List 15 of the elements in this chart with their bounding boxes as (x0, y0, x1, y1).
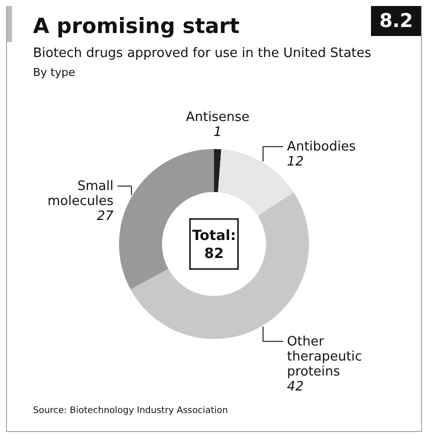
data-label: 1 (214, 125, 222, 140)
slice-label: Antibodies (287, 140, 356, 155)
text: By type (33, 66, 76, 79)
text: 8.2 (371, 6, 421, 36)
data-label: 42 (287, 379, 304, 394)
chart-subtitle: Biotech drugs approved for use in the United States (33, 46, 372, 61)
slice-label: Antisense (186, 110, 250, 126)
slice-label: Other therapeutic proteins (287, 334, 362, 380)
chart-title: A promising start (33, 14, 240, 38)
data-label: 27 (96, 209, 114, 224)
text: Total: 82 (192, 228, 236, 262)
donut-slice (214, 149, 222, 192)
slice-label: Small molecules (47, 179, 114, 210)
data-label: 12 (287, 154, 304, 170)
source-note: Source: Biotechnology Industry Association (33, 406, 228, 416)
